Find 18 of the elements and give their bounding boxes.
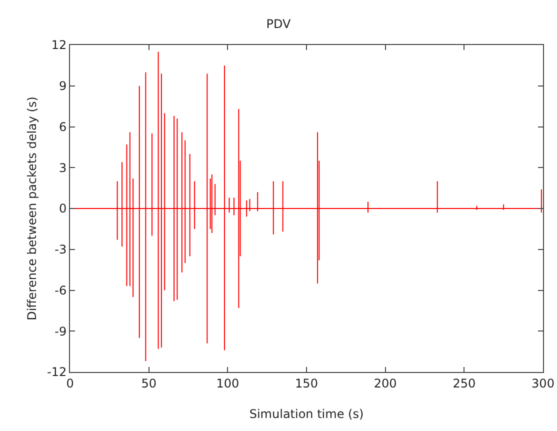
x-tick-label: 250 bbox=[452, 376, 476, 390]
x-tick-label: 50 bbox=[141, 376, 156, 390]
y-tick-label: -9 bbox=[54, 324, 67, 338]
y-tick-label: 3 bbox=[58, 160, 67, 175]
y-tick-label: 12 bbox=[51, 38, 67, 52]
x-tick-label: 150 bbox=[295, 376, 318, 390]
y-tick-label: -3 bbox=[54, 242, 67, 257]
y-tick-label: -12 bbox=[46, 365, 67, 380]
x-axis-title: Simulation time (s) bbox=[249, 407, 364, 421]
y-tick-label: 0 bbox=[58, 202, 67, 216]
x-tick-label: 200 bbox=[374, 376, 397, 390]
x-tick-label: 100 bbox=[216, 376, 240, 390]
y-tick-label: 6 bbox=[58, 120, 67, 134]
y-axis-title: Difference between packets delay (s) bbox=[25, 96, 39, 320]
y-tick-label: 9 bbox=[58, 79, 67, 94]
y-tick-label: -6 bbox=[54, 283, 67, 298]
chart-title: PDV bbox=[266, 16, 292, 31]
x-tick-label: 300 bbox=[532, 376, 554, 390]
